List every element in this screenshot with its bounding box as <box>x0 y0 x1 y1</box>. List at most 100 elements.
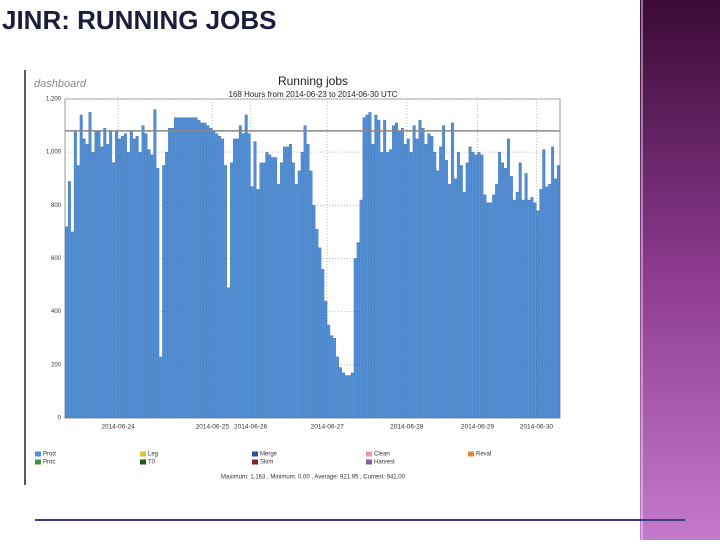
bar <box>271 157 275 419</box>
bar <box>456 152 460 419</box>
bar <box>453 178 457 419</box>
bar <box>321 268 325 419</box>
bar <box>303 125 307 419</box>
y-tick-label: 1,000 <box>46 150 62 156</box>
legend-swatch <box>252 459 258 465</box>
bar <box>362 117 366 419</box>
x-tick-label: 2014-06-29 <box>461 424 495 431</box>
bar <box>188 117 192 419</box>
bar <box>67 181 71 419</box>
bar <box>430 136 434 419</box>
bar <box>339 367 342 419</box>
legend-label: T0 <box>148 460 156 466</box>
bar <box>327 324 331 419</box>
chart-footer: Maximum: 1,163 , Minimum: 0.00 , Average… <box>221 475 406 481</box>
bar <box>235 138 239 419</box>
bar <box>177 117 180 419</box>
bar <box>312 205 316 419</box>
bar <box>386 152 390 419</box>
bar <box>309 170 313 419</box>
bar <box>221 138 225 419</box>
legend-swatch <box>366 451 372 457</box>
bar <box>342 372 345 419</box>
bar <box>297 170 301 419</box>
legend-label: Proc <box>43 460 55 466</box>
legend-label: Leg <box>148 452 158 458</box>
bar <box>79 114 83 419</box>
bar <box>512 199 516 419</box>
bar <box>474 154 478 419</box>
bar <box>501 162 504 419</box>
bar <box>85 144 89 419</box>
bar <box>215 133 219 419</box>
legend-label: Merge <box>260 452 278 458</box>
bar <box>383 120 387 419</box>
bar <box>536 210 540 419</box>
bar <box>88 112 92 419</box>
legend-swatch <box>468 451 474 457</box>
bar <box>218 136 222 419</box>
legend-label: Clean <box>374 452 390 458</box>
bar <box>153 109 157 419</box>
bar <box>542 149 546 419</box>
x-tick-label: 2014-06-25 <box>196 424 230 431</box>
bar <box>515 191 519 419</box>
logo: dashboard <box>34 78 87 90</box>
bar <box>212 130 216 419</box>
bar <box>486 202 490 419</box>
bar <box>109 130 113 419</box>
chart-title: Running jobs <box>278 74 348 88</box>
bar <box>415 138 419 419</box>
bar <box>209 128 213 419</box>
bar <box>241 133 245 419</box>
bar <box>418 120 422 419</box>
bar <box>238 125 242 419</box>
bar <box>353 258 357 419</box>
bar <box>521 199 525 419</box>
bar <box>147 149 151 419</box>
bar <box>380 152 384 419</box>
bar <box>495 183 499 419</box>
bar <box>191 117 195 419</box>
bar <box>359 199 363 419</box>
bar <box>439 146 443 419</box>
bar <box>70 231 74 419</box>
side-band <box>640 0 720 540</box>
x-tick-label: 2014-06-26 <box>234 424 268 431</box>
bar <box>121 136 124 419</box>
bar <box>103 128 107 419</box>
bar <box>507 138 510 419</box>
bar <box>112 162 116 419</box>
bar <box>224 165 228 419</box>
x-tick-label: 2014-06-28 <box>390 424 424 431</box>
bar <box>306 144 310 419</box>
legend-label: Reval <box>476 452 491 458</box>
bar <box>65 226 68 419</box>
bar <box>412 125 416 419</box>
bar <box>498 152 502 419</box>
bar <box>283 146 286 419</box>
bar <box>492 194 496 419</box>
bar <box>504 167 507 419</box>
bar <box>150 154 154 419</box>
bar <box>527 199 531 419</box>
bar <box>336 356 339 419</box>
bar <box>256 189 260 419</box>
bar <box>403 144 407 419</box>
bar <box>194 117 198 419</box>
bar <box>179 117 183 419</box>
y-tick-label: 200 <box>51 362 62 368</box>
y-tick-label: 600 <box>51 256 62 262</box>
bar <box>300 152 304 419</box>
bar <box>356 242 360 419</box>
bar <box>524 173 528 419</box>
slide-title: JINR: RUNNING JOBS <box>2 5 276 35</box>
bar <box>389 149 393 419</box>
bar <box>442 125 446 419</box>
bar <box>471 152 475 419</box>
bar <box>483 194 487 419</box>
bar <box>262 162 266 419</box>
bar <box>185 117 189 419</box>
bar <box>141 125 145 419</box>
bar <box>100 146 104 419</box>
